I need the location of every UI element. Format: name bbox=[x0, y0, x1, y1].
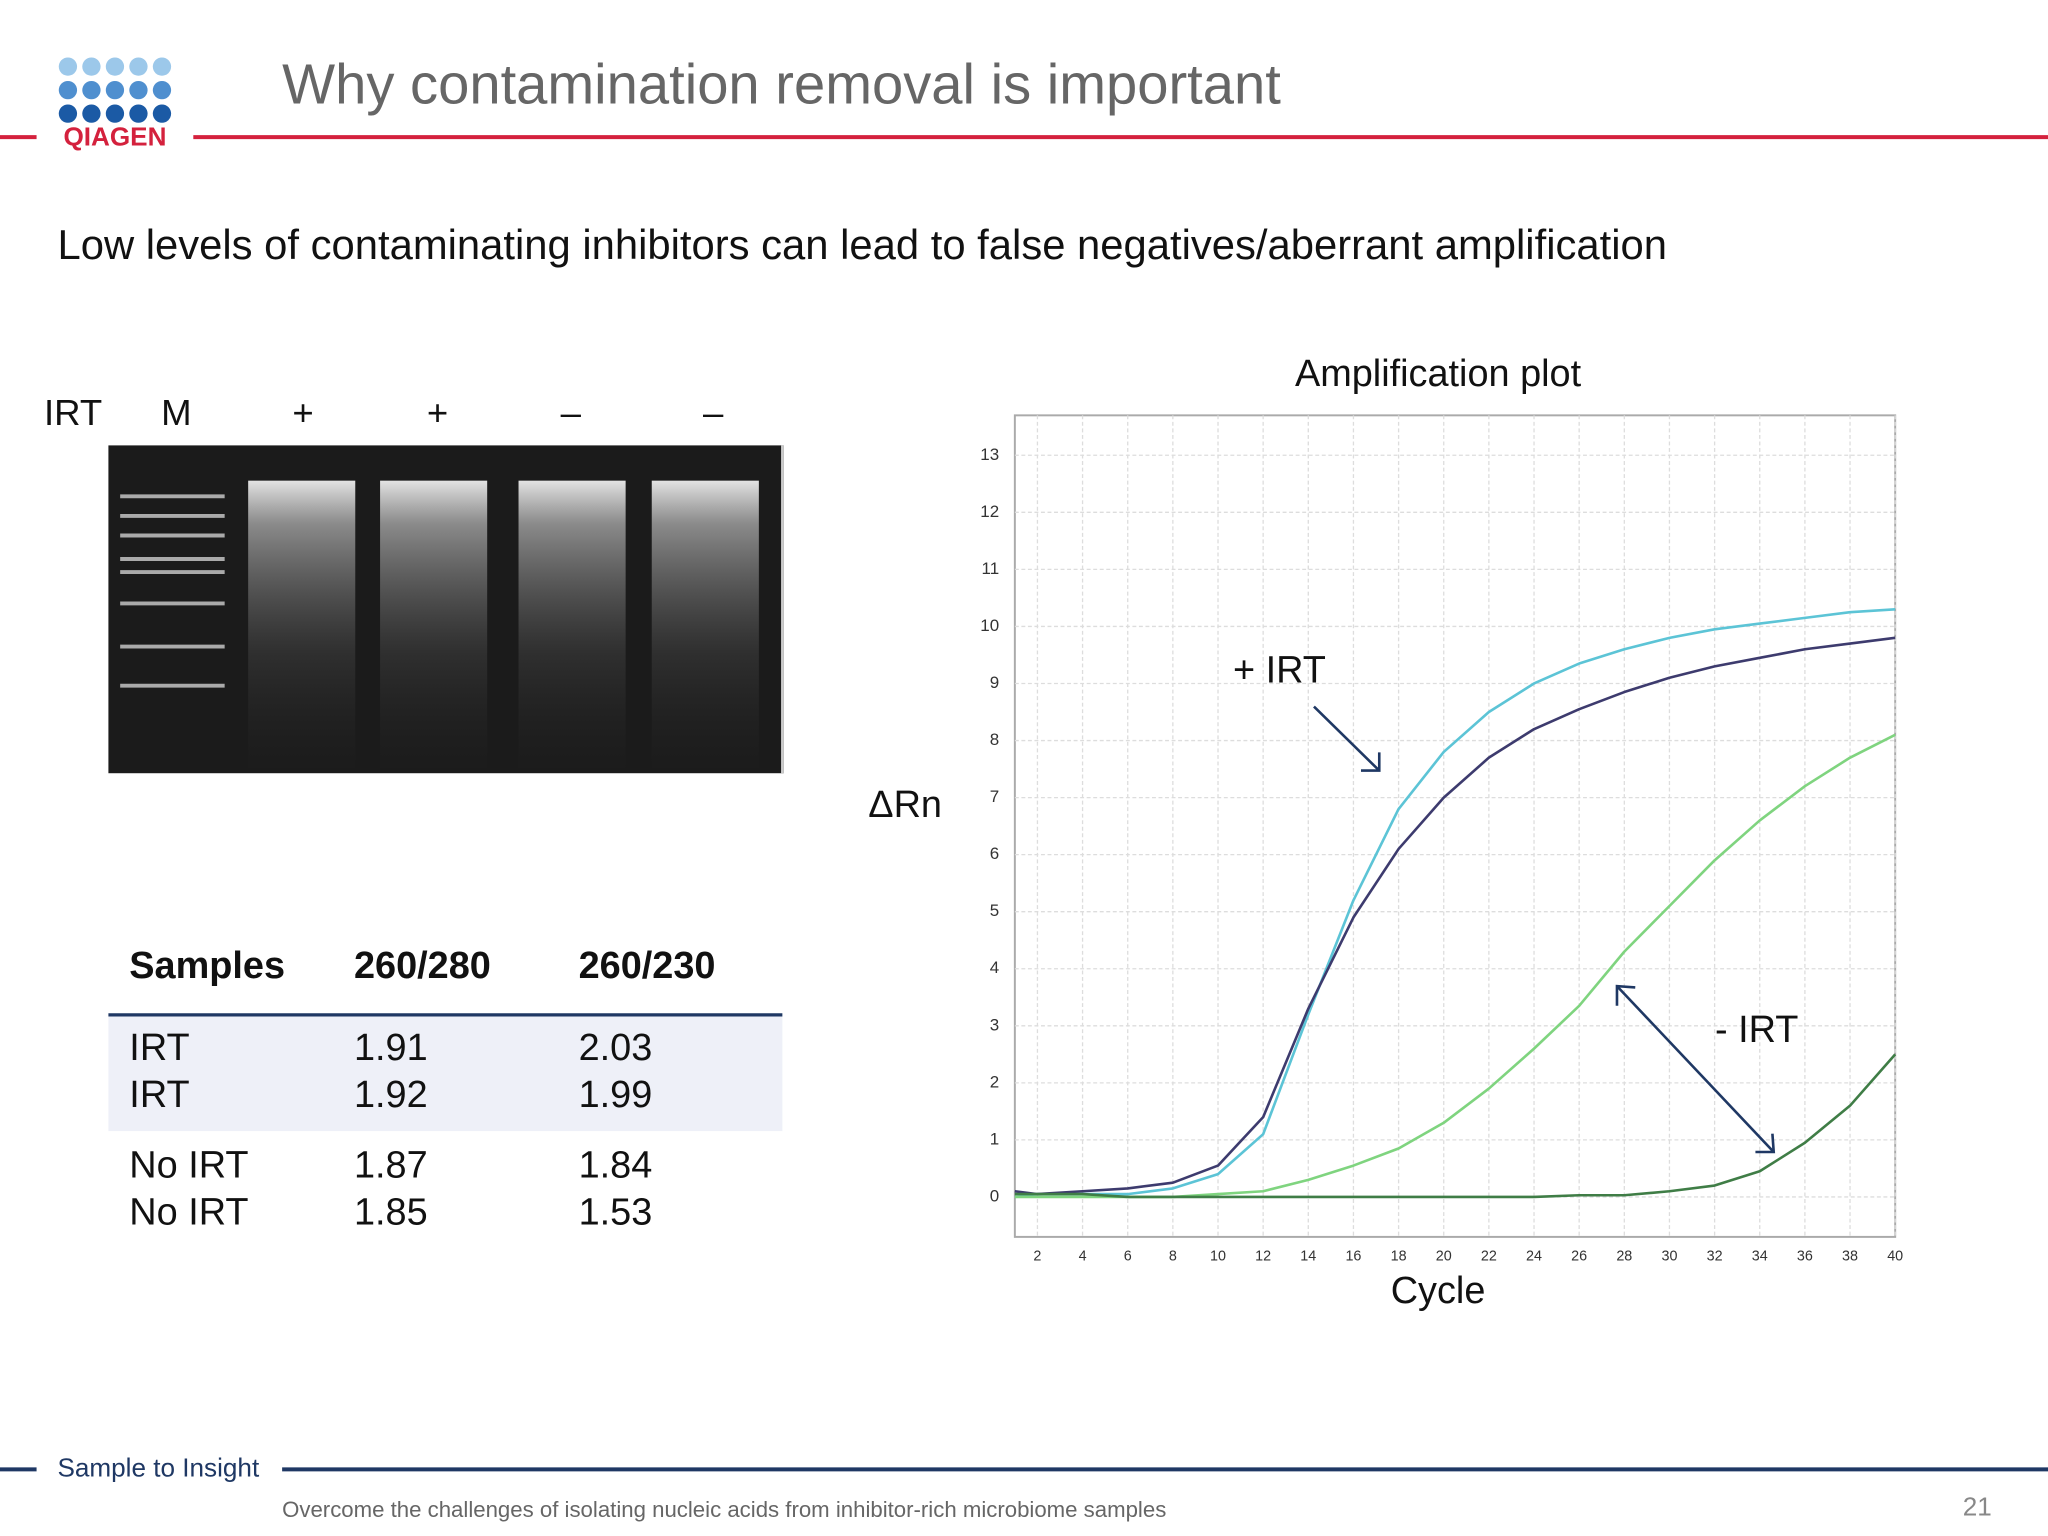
x-tick-label: 30 bbox=[1661, 1248, 1677, 1264]
y-tick-label: 7 bbox=[990, 787, 999, 806]
table-cell: IRT bbox=[129, 1027, 189, 1069]
x-tick-label: 26 bbox=[1571, 1248, 1587, 1264]
annotation: - IRT bbox=[1715, 1009, 1798, 1051]
x-tick-label: 32 bbox=[1707, 1248, 1723, 1264]
logo-dots bbox=[58, 57, 172, 123]
table-cell: No IRT bbox=[129, 1192, 248, 1234]
table-header: Samples bbox=[129, 945, 285, 987]
x-tick-label: 22 bbox=[1481, 1248, 1497, 1264]
y-tick-label: 9 bbox=[990, 673, 999, 692]
y-tick-label: 4 bbox=[990, 958, 999, 977]
x-tick-label: 14 bbox=[1300, 1248, 1316, 1264]
arrows bbox=[1313, 705, 1776, 1154]
table-cell: 1.85 bbox=[354, 1192, 428, 1234]
table-cell: 1.92 bbox=[354, 1074, 428, 1116]
x-tick-label: 24 bbox=[1526, 1248, 1542, 1264]
page-number: 21 bbox=[1963, 1491, 1992, 1521]
x-tick-label: 16 bbox=[1345, 1248, 1361, 1264]
table-cell: 1.99 bbox=[579, 1074, 653, 1116]
logo-text: QIAGEN bbox=[63, 121, 166, 151]
x-tick-label: 38 bbox=[1842, 1248, 1858, 1264]
table-cell: 1.84 bbox=[579, 1145, 653, 1187]
footer-text: Overcome the challenges of isolating nuc… bbox=[282, 1497, 1166, 1522]
y-tick-label: 6 bbox=[990, 844, 999, 863]
x-tick-label: 20 bbox=[1436, 1248, 1452, 1264]
y-tick-label: 13 bbox=[980, 445, 999, 464]
table-cell: 1.87 bbox=[354, 1145, 428, 1187]
table-header: 260/280 bbox=[354, 945, 491, 987]
x-tick-label: 34 bbox=[1752, 1248, 1768, 1264]
chart-title: Amplification plot bbox=[1295, 353, 1582, 395]
slide-title: Why contamination removal is important bbox=[282, 53, 1281, 116]
x-tick-label: 10 bbox=[1210, 1248, 1226, 1264]
table-cell: 1.53 bbox=[579, 1192, 653, 1234]
table-header: 260/230 bbox=[579, 945, 716, 987]
table-cell: No IRT bbox=[129, 1145, 248, 1187]
gel-lane-label: – bbox=[561, 392, 582, 433]
annotation: + IRT bbox=[1233, 650, 1326, 692]
table-cell: 1.91 bbox=[354, 1027, 428, 1069]
x-tick-label: 40 bbox=[1887, 1248, 1903, 1264]
y-tick-label: 11 bbox=[982, 559, 1000, 578]
x-tick-label: 2 bbox=[1033, 1248, 1041, 1264]
footer-tagline: Sample to Insight bbox=[57, 1452, 259, 1482]
x-tick-label: 4 bbox=[1079, 1248, 1087, 1264]
gel-row-label: IRT bbox=[44, 392, 102, 433]
table-band bbox=[108, 1016, 783, 1132]
gel-lane-label: + bbox=[427, 392, 448, 433]
x-tick-label: 28 bbox=[1616, 1248, 1632, 1264]
y-tick-label: 0 bbox=[990, 1186, 999, 1205]
plot-area bbox=[1013, 414, 1897, 1238]
x-tick-label: 6 bbox=[1124, 1248, 1132, 1264]
y-tick-label: 5 bbox=[990, 901, 999, 920]
y-tick-label: 3 bbox=[990, 1015, 999, 1034]
x-tick-label: 36 bbox=[1797, 1248, 1813, 1264]
y-tick-label: 10 bbox=[980, 616, 999, 635]
gel-image bbox=[108, 445, 784, 774]
y-tick-label: 12 bbox=[980, 502, 999, 521]
subtitle: Low levels of contaminating inhibitors c… bbox=[57, 221, 1667, 268]
table-cell: 2.03 bbox=[579, 1027, 653, 1069]
series-line bbox=[1014, 636, 1896, 1196]
series-line bbox=[1014, 608, 1896, 1199]
y-tick-label: 8 bbox=[990, 730, 999, 749]
table-cell: IRT bbox=[129, 1074, 189, 1116]
y-tick-label: 1 bbox=[990, 1129, 999, 1148]
y-axis-label: ΔRn bbox=[868, 784, 942, 826]
x-tick-label: 12 bbox=[1255, 1248, 1271, 1264]
gel-lane-label: M bbox=[161, 392, 191, 433]
x-tick-label: 8 bbox=[1169, 1248, 1177, 1264]
gel-lane-label: + bbox=[292, 392, 313, 433]
series-line bbox=[1014, 1053, 1897, 1199]
x-axis-label: Cycle bbox=[1391, 1270, 1486, 1312]
gel-lane-label: – bbox=[703, 392, 724, 433]
x-tick-label: 18 bbox=[1391, 1248, 1407, 1264]
y-tick-label: 2 bbox=[990, 1072, 999, 1091]
